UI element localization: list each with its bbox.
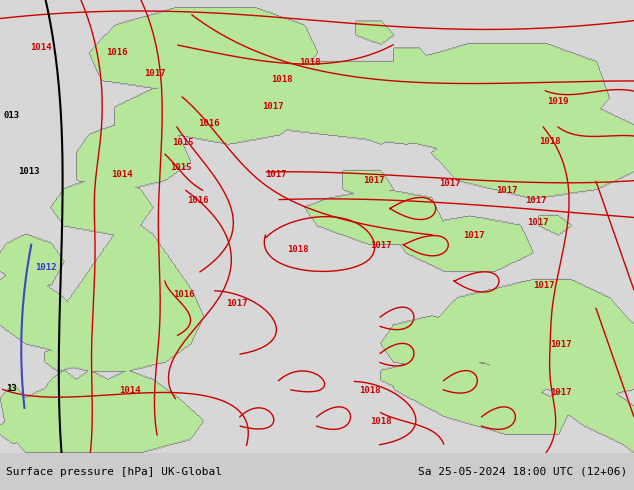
Text: 1017: 1017 — [550, 388, 572, 396]
Text: 1017: 1017 — [527, 218, 548, 226]
Text: 1017: 1017 — [262, 101, 283, 111]
Text: 13: 13 — [6, 384, 16, 393]
Text: 1017: 1017 — [550, 340, 572, 349]
Text: 1017: 1017 — [363, 176, 385, 185]
Text: 1015: 1015 — [172, 138, 193, 147]
Text: 1018: 1018 — [271, 75, 293, 84]
Text: 013: 013 — [3, 111, 20, 120]
Text: 1017: 1017 — [533, 281, 555, 290]
Text: Sa 25-05-2024 18:00 UTC (12+06): Sa 25-05-2024 18:00 UTC (12+06) — [418, 466, 628, 477]
Text: 1015: 1015 — [170, 163, 191, 172]
Text: 1014: 1014 — [112, 171, 133, 179]
Text: 1012: 1012 — [36, 263, 57, 272]
Text: 1013: 1013 — [18, 167, 39, 176]
Text: 1017: 1017 — [145, 69, 166, 78]
Text: 1017: 1017 — [370, 241, 391, 250]
Text: 1018: 1018 — [540, 137, 561, 146]
Text: 1016: 1016 — [107, 48, 128, 57]
Text: 1017: 1017 — [525, 196, 547, 205]
Text: 1017: 1017 — [226, 299, 247, 308]
Text: 1018: 1018 — [359, 386, 381, 395]
Text: 1016: 1016 — [198, 119, 220, 128]
Text: 1014: 1014 — [30, 43, 52, 52]
Text: 1017: 1017 — [265, 171, 287, 179]
Text: 1017: 1017 — [463, 231, 485, 240]
Text: 1016: 1016 — [173, 290, 195, 299]
Text: 1014: 1014 — [119, 386, 141, 395]
Text: Surface pressure [hPa] UK-Global: Surface pressure [hPa] UK-Global — [6, 466, 223, 477]
Text: 1018: 1018 — [287, 245, 309, 254]
Text: 1017: 1017 — [496, 186, 518, 195]
Text: 1019: 1019 — [547, 98, 569, 106]
Text: 1016: 1016 — [187, 196, 209, 205]
Text: 1018: 1018 — [370, 417, 391, 426]
Text: 1018: 1018 — [299, 58, 320, 67]
Text: 1017: 1017 — [439, 179, 461, 188]
